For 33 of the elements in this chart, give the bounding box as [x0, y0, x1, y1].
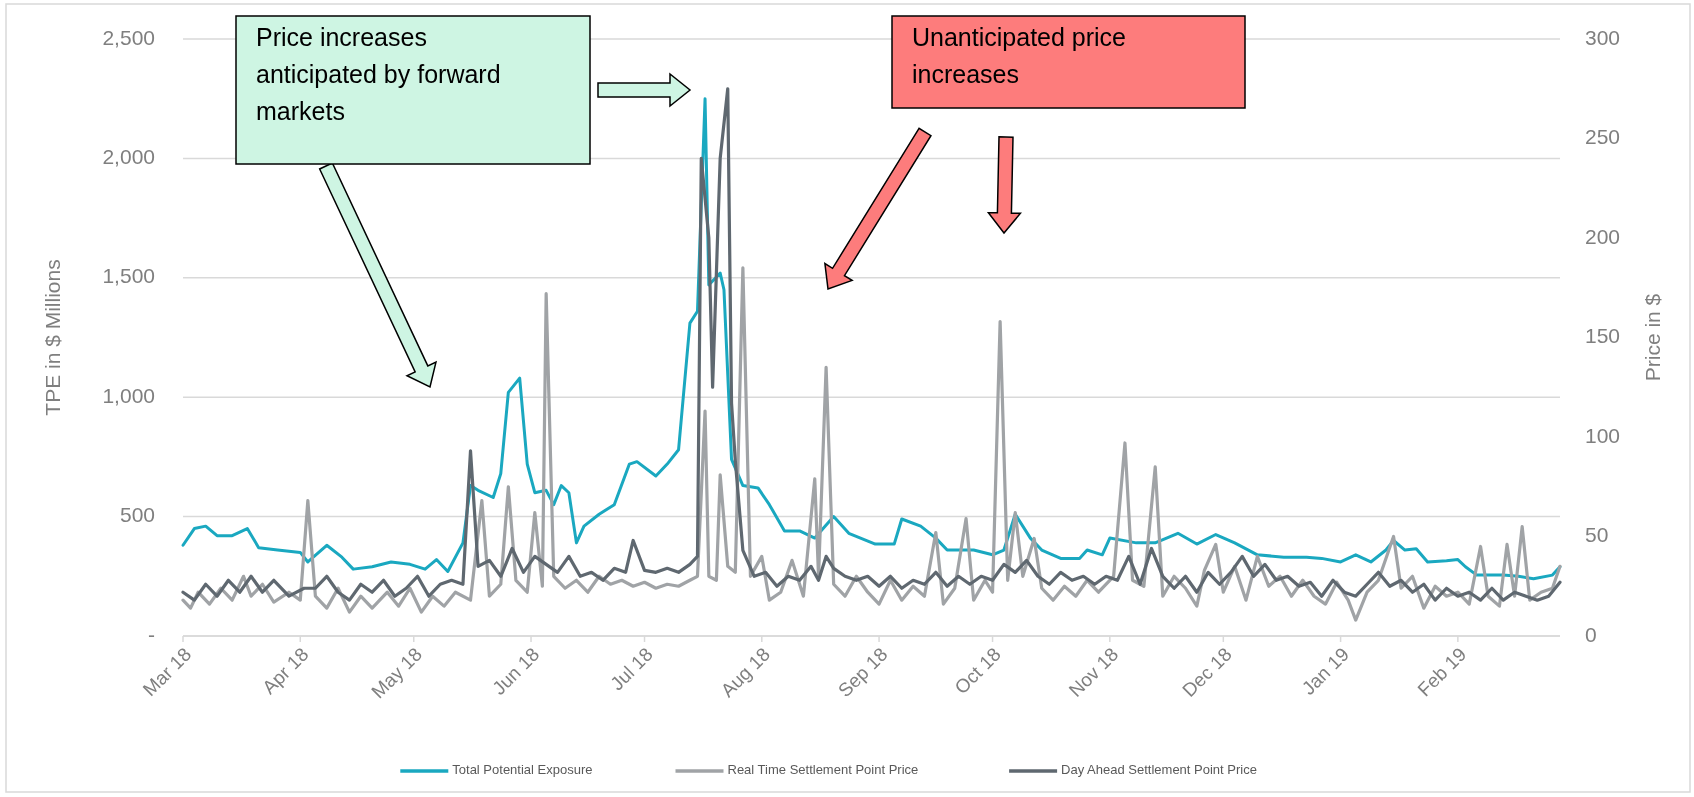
x-tick-label: Oct 18 — [950, 643, 1005, 698]
x-tick-label: Dec 18 — [1178, 643, 1236, 701]
x-tick-label: Aug 18 — [716, 643, 775, 701]
x-tick-label: May 18 — [367, 643, 427, 703]
y2-tick-label: 150 — [1585, 324, 1621, 348]
y2-tick-label: 300 — [1585, 25, 1621, 49]
legend-label: Real Time Settlement Point Price — [727, 762, 919, 778]
y-tick-label: 2,500 — [102, 25, 155, 49]
y2-tick-label: 50 — [1585, 523, 1609, 547]
y2-tick-label: 100 — [1585, 423, 1621, 447]
x-tick-label: Sep 18 — [834, 643, 892, 701]
y-axis-title: TPE in $ Millions — [41, 259, 64, 416]
y-tick-label: 2,000 — [102, 144, 155, 168]
x-tick-label: Nov 18 — [1064, 643, 1123, 701]
x-tick-label: Jul 18 — [606, 643, 657, 695]
y-tick-label: - — [148, 622, 155, 646]
y-tick-label: 500 — [119, 503, 155, 527]
x-tick-label: Mar 18 — [138, 643, 196, 701]
x-tick-label: Jun 18 — [488, 643, 544, 699]
y-tick-label: 1,500 — [102, 264, 155, 288]
x-tick-label: Feb 19 — [1413, 643, 1471, 701]
y2-tick-label: 200 — [1585, 224, 1621, 248]
y-tick-label: 1,000 — [102, 383, 155, 407]
x-tick-label: Apr 18 — [258, 643, 313, 698]
annotation: Price increases anticipated by forward markets — [256, 23, 501, 125]
line-series — [181, 266, 1562, 622]
x-tick-label: Jan 19 — [1297, 643, 1353, 699]
annotation: Unanticipated price increases — [912, 23, 1127, 88]
legend-label: Day Ahead Settlement Point Price — [1061, 762, 1257, 778]
y2-tick-label: 250 — [1585, 125, 1621, 149]
legend-label: Total Potential Exposure — [452, 762, 593, 778]
y2-tick-label: 0 — [1585, 622, 1597, 646]
y2-axis-title: Price in $ — [1641, 293, 1664, 382]
